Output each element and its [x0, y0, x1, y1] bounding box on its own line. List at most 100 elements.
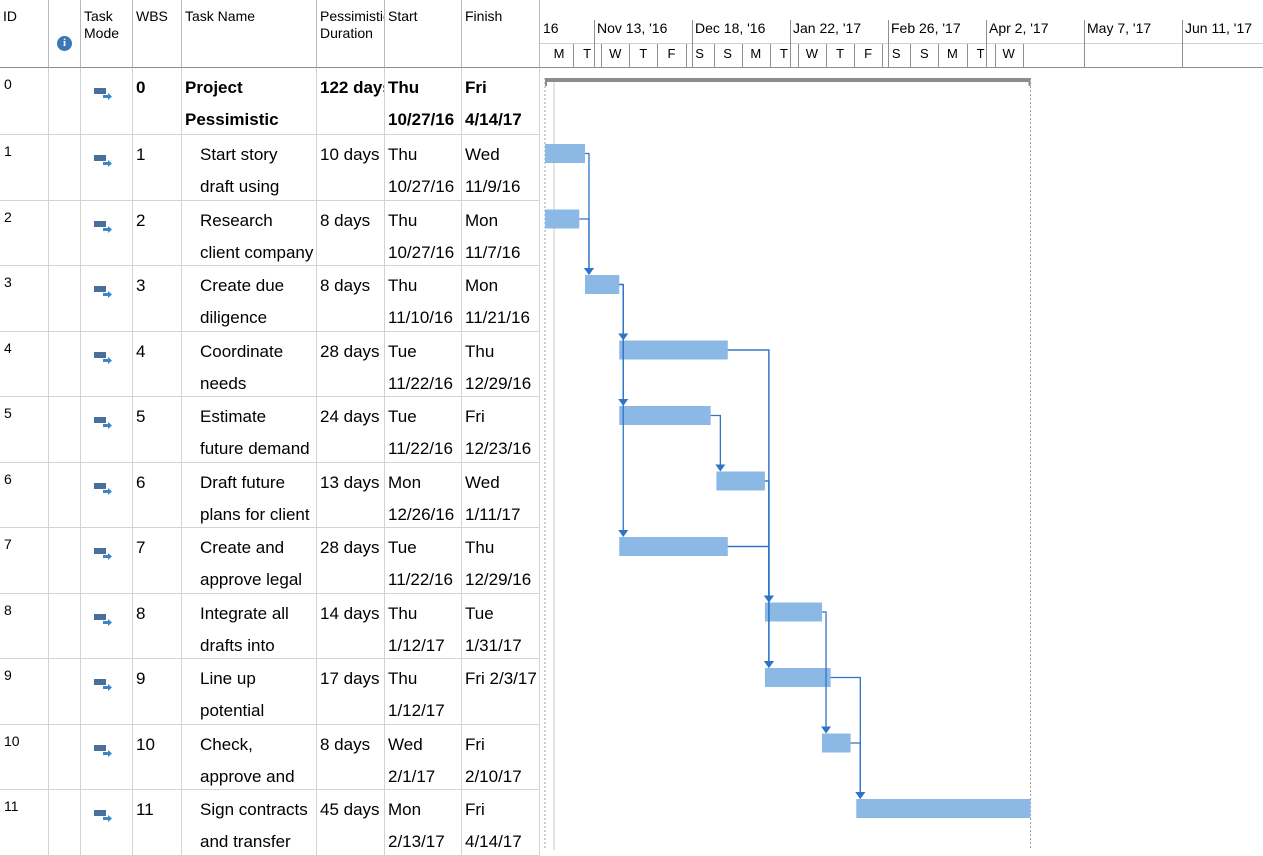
task-duration-cell[interactable]: 28 days	[317, 528, 385, 593]
task-start-cell[interactable]: Thu 10/27/16	[385, 68, 462, 134]
task-wbs-cell[interactable]: 7	[133, 528, 182, 593]
task-name-cell[interactable]: Line up potential sources of	[182, 659, 317, 724]
indicators-cell[interactable]	[49, 659, 81, 724]
task-row[interactable]: 6 6 Draft future plans for client 13 days Mo…	[0, 462, 540, 528]
task-finish-cell[interactable]: Mon 11/7/16	[462, 200, 540, 265]
task-mode-cell[interactable]	[81, 68, 133, 134]
task-row[interactable]: 2 2 Research client company 8 days Thu 10/27…	[0, 200, 540, 266]
task-duration-cell[interactable]: 10 days	[317, 135, 385, 200]
task-duration-cell[interactable]: 14 days	[317, 593, 385, 658]
task-id-cell[interactable]: 7	[0, 528, 49, 593]
task-mode-cell[interactable]	[81, 462, 133, 527]
task-start-cell[interactable]: Tue 11/22/16	[385, 331, 462, 396]
indicators-cell[interactable]	[49, 462, 81, 527]
task-wbs-cell[interactable]: 4	[133, 331, 182, 396]
indicators-cell[interactable]	[49, 331, 81, 396]
task-finish-cell[interactable]: Wed 11/9/16	[462, 135, 540, 200]
task-duration-cell[interactable]: 8 days	[317, 200, 385, 265]
task-start-cell[interactable]: Wed 2/1/17	[385, 724, 462, 789]
header-wbs[interactable]: WBS	[133, 0, 182, 68]
indicators-cell[interactable]	[49, 135, 81, 200]
task-finish-cell[interactable]: Thu 12/29/16	[462, 528, 540, 593]
header-task-mode[interactable]: Task Mode	[81, 0, 133, 68]
task-name-cell[interactable]: Coordinate needs proposal	[182, 331, 317, 396]
task-finish-cell[interactable]: Mon 11/21/16	[462, 266, 540, 331]
task-wbs-cell[interactable]: 1	[133, 135, 182, 200]
task-duration-cell[interactable]: 13 days	[317, 462, 385, 527]
task-start-cell[interactable]: Thu 1/12/17	[385, 593, 462, 658]
task-name-cell[interactable]: Sign contracts and transfer	[182, 790, 317, 855]
task-id-cell[interactable]: 0	[0, 68, 49, 134]
task-row[interactable]: 0 0 Project Pessimistic 122 days Thu 10/27/1…	[0, 68, 540, 135]
task-name-cell[interactable]: Create and approve legal	[182, 528, 317, 593]
task-row[interactable]: 11 11 Sign contracts and transfer 45 days Mo…	[0, 790, 540, 856]
task-mode-cell[interactable]	[81, 200, 133, 265]
task-wbs-cell[interactable]: 11	[133, 790, 182, 855]
indicators-cell[interactable]	[49, 593, 81, 658]
task-mode-cell[interactable]	[81, 724, 133, 789]
task-mode-cell[interactable]	[81, 135, 133, 200]
header-task-name[interactable]: Task Name	[182, 0, 317, 68]
task-wbs-cell[interactable]: 9	[133, 659, 182, 724]
task-id-cell[interactable]: 10	[0, 724, 49, 789]
header-duration[interactable]: Pessimistic Duration	[317, 0, 385, 68]
task-start-cell[interactable]: Tue 11/22/16	[385, 528, 462, 593]
task-mode-cell[interactable]	[81, 266, 133, 331]
task-mode-cell[interactable]	[81, 790, 133, 855]
header-id[interactable]: ID	[0, 0, 49, 68]
task-name-cell[interactable]: Draft future plans for client	[182, 462, 317, 527]
task-start-cell[interactable]: Mon 12/26/16	[385, 462, 462, 527]
task-id-cell[interactable]: 3	[0, 266, 49, 331]
task-id-cell[interactable]: 6	[0, 462, 49, 527]
task-finish-cell[interactable]: Thu 12/29/16	[462, 331, 540, 396]
task-duration-cell[interactable]: 8 days	[317, 724, 385, 789]
task-wbs-cell[interactable]: 2	[133, 200, 182, 265]
task-start-cell[interactable]: Thu 11/10/16	[385, 266, 462, 331]
task-finish-cell[interactable]: Fri 4/14/17	[462, 790, 540, 855]
task-duration-cell[interactable]: 24 days	[317, 397, 385, 462]
task-name-cell[interactable]: Create due diligence rough	[182, 266, 317, 331]
task-mode-cell[interactable]	[81, 397, 133, 462]
task-finish-cell[interactable]: Fri 2/10/17	[462, 724, 540, 789]
task-mode-cell[interactable]	[81, 659, 133, 724]
task-duration-cell[interactable]: 122 days	[317, 68, 385, 134]
task-finish-cell[interactable]: Tue 1/31/17	[462, 593, 540, 658]
task-row[interactable]: 8 8 Integrate all drafts into 14 days Thu 1/…	[0, 593, 540, 659]
task-wbs-cell[interactable]: 3	[133, 266, 182, 331]
header-start[interactable]: Start	[385, 0, 462, 68]
task-start-cell[interactable]: Thu 1/12/17	[385, 659, 462, 724]
task-finish-cell[interactable]: Fri 12/23/16	[462, 397, 540, 462]
task-id-cell[interactable]: 1	[0, 135, 49, 200]
task-finish-cell[interactable]: Wed 1/11/17	[462, 462, 540, 527]
task-mode-cell[interactable]	[81, 331, 133, 396]
task-row[interactable]: 7 7 Create and approve legal 28 days Tue 11/…	[0, 528, 540, 594]
task-duration-cell[interactable]: 17 days	[317, 659, 385, 724]
indicators-cell[interactable]	[49, 68, 81, 134]
task-id-cell[interactable]: 8	[0, 593, 49, 658]
task-duration-cell[interactable]: 28 days	[317, 331, 385, 396]
indicators-cell[interactable]	[49, 724, 81, 789]
task-mode-cell[interactable]	[81, 528, 133, 593]
task-duration-cell[interactable]: 45 days	[317, 790, 385, 855]
task-duration-cell[interactable]: 8 days	[317, 266, 385, 331]
header-indicators[interactable]: i	[49, 0, 81, 68]
task-finish-cell[interactable]: Fri 2/3/17	[462, 659, 540, 724]
task-start-cell[interactable]: Thu 10/27/16	[385, 135, 462, 200]
indicators-cell[interactable]	[49, 266, 81, 331]
task-wbs-cell[interactable]: 6	[133, 462, 182, 527]
task-name-cell[interactable]: Check, approve and print final	[182, 724, 317, 789]
task-id-cell[interactable]: 2	[0, 200, 49, 265]
task-start-cell[interactable]: Mon 2/13/17	[385, 790, 462, 855]
task-wbs-cell[interactable]: 5	[133, 397, 182, 462]
task-finish-cell[interactable]: Fri 4/14/17	[462, 68, 540, 134]
task-start-cell[interactable]: Tue 11/22/16	[385, 397, 462, 462]
task-wbs-cell[interactable]: 0	[133, 68, 182, 134]
task-id-cell[interactable]: 4	[0, 331, 49, 396]
indicators-cell[interactable]	[49, 790, 81, 855]
